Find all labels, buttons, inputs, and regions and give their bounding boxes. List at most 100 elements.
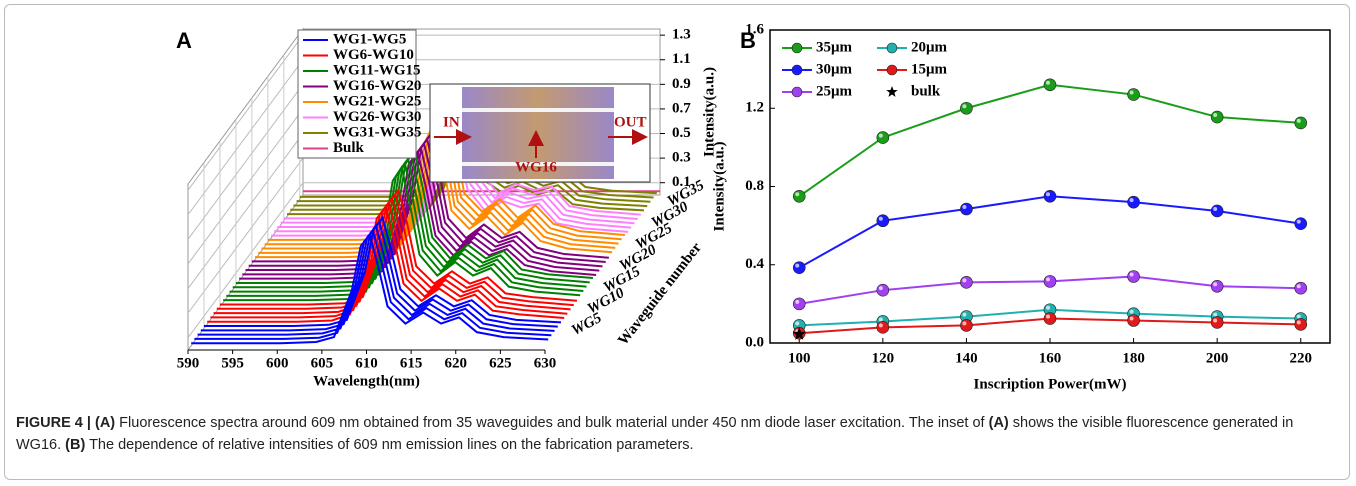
legend-label: WG31-WG35 [333,124,421,140]
caption-text: Fluorescence spectra around 609 nm obtai… [119,415,985,431]
spectrum [200,219,558,332]
legend-box [297,29,417,159]
marker-highlight [1129,198,1134,203]
y-tick-label: 0.0 [745,334,764,350]
marker [960,202,973,216]
legend-label: WG1-WG5 [333,31,406,47]
marker [1043,78,1057,92]
y-tick-label: 0.5 [672,125,691,141]
x-tick-label: 605 [311,355,334,371]
marker [876,214,890,228]
marker-highlight [1296,118,1301,123]
y-tick-label: 1.1 [672,51,691,67]
marker-highlight [795,321,800,326]
marker-highlight [1129,309,1134,314]
legend-marker [886,42,898,54]
legend-label: WG6-WG10 [333,47,414,63]
marker-highlight [1213,312,1218,317]
marker [1210,204,1224,218]
marker-highlight [962,312,967,317]
grid-line [187,182,660,339]
y-tick-label: 0.3 [672,150,691,166]
marker-highlight [1213,282,1218,287]
marker-highlight [962,278,967,283]
x-tick-label: 615 [400,355,423,371]
marker [1127,195,1140,209]
marker [792,261,806,274]
marker-highlight [962,321,967,326]
marker-highlight [1046,277,1050,282]
x-tick-label: 140 [955,350,978,366]
marker [1294,318,1308,331]
marker-highlight [1213,318,1218,323]
marker [1127,88,1140,101]
legend-label: 25μm [816,83,853,99]
marker-highlight [1296,314,1301,319]
legend-marker [886,86,898,97]
marker-highlight [795,192,800,197]
marker-highlight [878,323,883,328]
marker-highlight [1129,272,1134,277]
legend-label: WG21-WG25 [333,93,421,109]
legend-label: bulk [911,83,941,99]
marker-highlight [1046,80,1050,85]
marker-highlight [962,104,967,109]
y-tick-label: 1.6 [745,21,764,37]
figure: A B 0.10.30.50.70.91.11.3WG5WG10WG15WG20… [176,21,1331,392]
caption: FIGURE 4 | (A) Fluorescence spectra arou… [16,412,1336,456]
marker-highlight [1296,219,1301,224]
marker-highlight [878,286,883,291]
y-tick-label: 0.4 [745,256,764,272]
series-line [798,83,1301,198]
marker [1043,189,1057,203]
x-tick-label: 200 [1206,350,1229,366]
y-tick-label: 0.8 [745,178,764,194]
marker [1294,281,1308,295]
z-tick-label: WG5 [569,310,605,339]
panel-label: B [740,28,756,53]
spectrum [191,232,549,345]
x-tick-label: 160 [1039,350,1062,366]
marker [1294,217,1308,230]
marker-highlight [962,204,967,209]
legend-marker [886,64,898,76]
legend-marker [791,42,803,54]
x-axis-label: Inscription Power(mW) [974,376,1127,392]
legend-marker [791,86,803,98]
y-axis-label: Intensity(a.u.) [711,141,727,231]
x-tick-label: 625 [489,355,512,371]
legend-label: Bulk [333,140,365,156]
marker [792,189,806,203]
caption-label: FIGURE 4 | [16,415,91,431]
caption-ref: (A) [988,415,1009,431]
legend-marker [791,64,803,76]
marker [876,283,890,297]
inset-label: IN [443,114,460,130]
marker [876,321,890,334]
x-tick-label: 610 [355,355,378,371]
marker-highlight [1296,284,1301,289]
marker-highlight [878,216,883,221]
y-tick-label: 0.1 [672,174,691,190]
x-axis-label: Wavelength(nm) [313,373,420,389]
spectrum [197,224,555,336]
marker-highlight [795,299,800,304]
y-axis-label: Intensity(a.u.) [701,67,717,157]
spectrum [203,215,562,328]
x-tick-label: 120 [872,350,895,366]
caption-text: The dependence of relative intensities o… [89,437,694,453]
marker [1127,314,1140,327]
legend-label: 20μm [911,39,948,55]
marker-highlight [1296,320,1301,325]
marker [792,327,806,340]
marker [1210,279,1224,293]
marker-highlight [1046,305,1050,310]
marker-highlight [878,133,883,138]
marker [960,276,973,289]
legend-label: 30μm [816,61,853,77]
marker [1043,275,1057,288]
marker [1127,270,1140,283]
marker [960,319,973,332]
x-tick-label: 630 [534,355,557,371]
